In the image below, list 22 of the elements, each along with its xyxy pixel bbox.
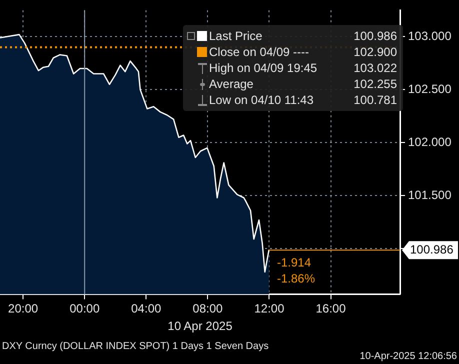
legend-label: Last Price	[209, 29, 264, 43]
y-tick-label: 102.500	[408, 82, 452, 96]
x-tick-label: 00:00	[70, 302, 100, 316]
y-tick-label: 102.000	[408, 134, 452, 149]
text: DXY Curncy (DOLLAR INDEX SPOT) 1 Days 1 Seven Days	[2, 341, 269, 352]
text: 10-Apr-2025 12:06:56	[360, 351, 457, 362]
text: Close on 04/09 ---- 102.900	[209, 45, 397, 59]
y-tick-label: 103.000	[408, 29, 452, 44]
x-tick-label: 04:00	[131, 302, 162, 316]
text: High on 04/09 19:45 103.022	[209, 61, 397, 75]
annotation: -1.914	[276, 255, 312, 270]
text: Average 102.255	[209, 77, 397, 91]
annotation: -1.86%	[276, 271, 316, 286]
y-tick-label: 101.500	[408, 188, 452, 202]
ref-line-label: 100.986	[410, 242, 454, 256]
x-tick-label: 16:00	[316, 302, 346, 316]
x-tick-label: 08:00	[192, 302, 224, 316]
annotation: 100.986	[354, 29, 397, 43]
x-tick-label: 20:00	[8, 302, 38, 316]
x-tick-label: 12:00	[254, 302, 285, 316]
text: Low on 04/10 11:43 100.781	[209, 93, 397, 107]
x-axis-title: 10 Apr 2025	[168, 319, 233, 334]
